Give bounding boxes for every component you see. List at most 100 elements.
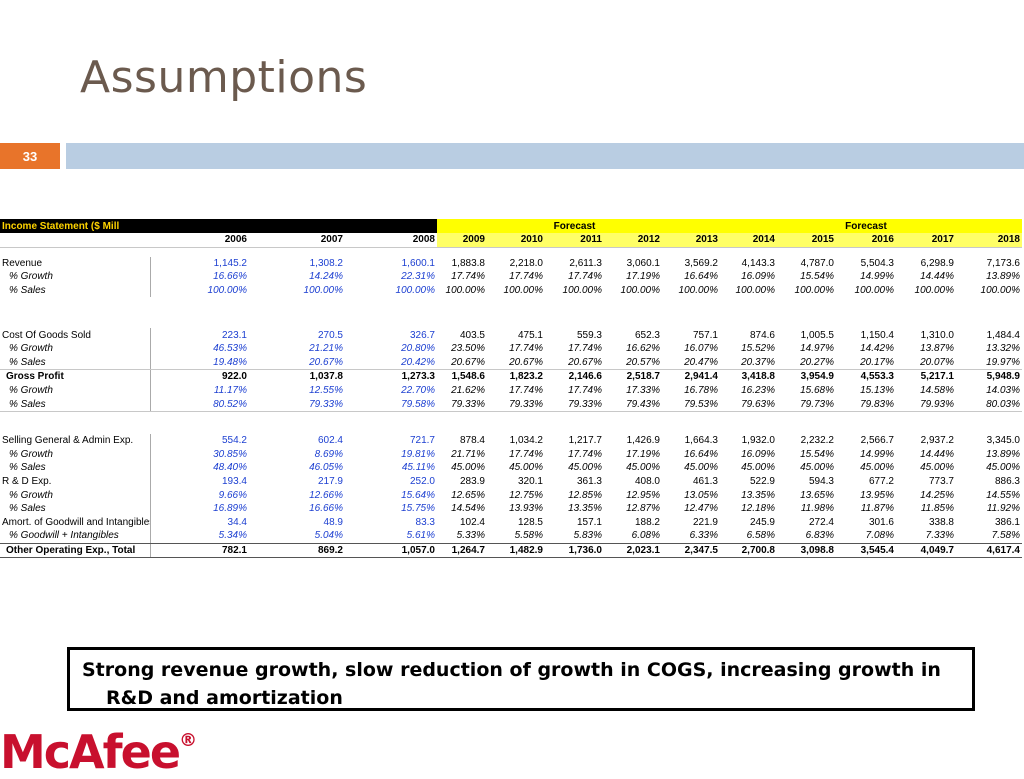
table-cell[interactable]: 1,308.2 [309,257,343,269]
table-cell[interactable]: 193.4 [221,476,247,488]
table-cell[interactable]: 16.09% [741,271,775,283]
table-cell[interactable]: 5.83% [545,529,604,544]
table-cell[interactable]: 14.55% [986,489,1020,501]
table-cell[interactable]: 20.42% [345,355,437,371]
table-cell[interactable]: 17.74% [568,343,602,355]
table-cell[interactable]: 14.44% [920,448,954,460]
table-cell[interactable]: 17.74% [509,343,543,355]
table-cell[interactable]: 16.66% [309,503,343,515]
table-cell[interactable]: 19.81% [401,448,435,460]
table-cell[interactable]: 1,883.8 [451,257,485,269]
table-cell[interactable]: 5.58% [487,529,545,544]
table-cell[interactable]: 4,049.7 [896,543,956,559]
table-cell[interactable]: 15.54% [800,448,834,460]
table-cell[interactable]: 12.65% [451,489,485,501]
table-cell[interactable]: 20.67% [249,355,345,371]
table-cell[interactable]: 79.83% [836,397,896,412]
table-cell[interactable]: 100.00% [735,285,775,297]
table-cell[interactable]: 1,217.7 [568,435,602,447]
table-cell[interactable]: 30.85% [213,448,247,460]
table-cell[interactable]: 20.67% [437,355,487,371]
table-cell[interactable]: 6,298.9 [920,257,954,269]
table-cell[interactable]: 15.75% [401,503,435,515]
table-cell[interactable]: 17.74% [509,271,543,283]
table-cell[interactable]: 79.58% [345,397,437,412]
table-cell[interactable]: 721.7 [409,435,435,447]
table-cell[interactable]: 14.25% [920,489,954,501]
table-cell[interactable]: 782.1 [150,543,249,559]
table-cell[interactable]: 270.5 [317,329,343,341]
table-cell[interactable]: 5.04% [249,529,345,544]
table-cell[interactable]: 1,037.8 [309,371,343,383]
table-cell[interactable]: 13.32% [986,343,1020,355]
table-cell[interactable]: 217.9 [317,476,343,488]
table-cell[interactable]: 34.4 [227,516,247,528]
table-cell[interactable]: 12.95% [626,489,660,501]
table-cell[interactable]: 100.00% [503,285,543,297]
table-cell[interactable]: 2,937.2 [920,435,954,447]
table-cell[interactable]: 602.4 [317,435,343,447]
table-cell[interactable]: 5,948.9 [986,371,1020,383]
table-cell[interactable]: 15.13% [860,385,894,397]
table-cell[interactable]: 128.5 [517,516,543,528]
table-cell[interactable]: 1,548.6 [451,371,485,383]
table-cell[interactable]: 11.92% [986,503,1020,515]
table-cell[interactable]: 17.33% [626,385,660,397]
table-cell[interactable]: 16.07% [684,343,718,355]
table-cell[interactable]: 301.6 [868,516,894,528]
table-cell[interactable]: 8.69% [314,448,343,460]
table-cell[interactable]: 14.24% [309,271,343,283]
table-cell[interactable]: 2,146.6 [568,371,602,383]
table-cell[interactable]: 16.64% [684,271,718,283]
table-cell[interactable]: 12.85% [568,489,602,501]
table-cell[interactable]: 15.54% [800,271,834,283]
table-cell[interactable]: 1,664.3 [684,435,718,447]
table-cell[interactable]: 48.9 [323,516,343,528]
table-cell[interactable]: 45.00% [509,462,543,474]
table-cell[interactable]: 4,553.3 [860,371,894,383]
table-cell[interactable]: 17.74% [568,448,602,460]
table-cell[interactable]: 2,611.3 [569,257,602,269]
table-cell[interactable]: 13.93% [509,503,543,515]
table-cell[interactable]: 79.73% [777,397,836,412]
table-cell[interactable]: 17.74% [509,385,543,397]
table-cell[interactable]: 13.95% [860,489,894,501]
table-cell[interactable]: 48.40% [213,462,247,474]
table-cell[interactable]: 5,217.1 [920,371,954,383]
table-cell[interactable]: 17.74% [451,271,485,283]
table-cell[interactable]: 338.8 [928,516,954,528]
table-cell[interactable]: 2,700.8 [720,543,777,559]
table-cell[interactable]: 5.33% [437,529,487,544]
table-cell[interactable]: 20.17% [836,355,896,371]
table-cell[interactable]: 554.2 [221,435,247,447]
table-cell[interactable]: 2,347.5 [662,543,720,559]
table-cell[interactable]: 14.97% [800,343,834,355]
table-cell[interactable]: 100.00% [980,285,1020,297]
table-cell[interactable]: 14.99% [860,271,894,283]
table-cell[interactable]: 2,023.1 [604,543,662,559]
table-cell[interactable]: 16.78% [684,385,718,397]
table-cell[interactable]: 320.1 [517,476,543,488]
table-cell[interactable]: 245.9 [749,516,775,528]
table-cell[interactable]: 11.17% [213,385,247,397]
table-cell[interactable]: 79.63% [720,397,777,412]
table-cell[interactable]: 3,060.1 [626,257,660,269]
table-cell[interactable]: 12.47% [684,503,718,515]
table-cell[interactable]: 20.37% [720,355,777,371]
table-cell[interactable]: 45.00% [800,462,834,474]
table-cell[interactable]: 19.97% [956,355,1022,371]
table-cell[interactable]: 16.66% [213,271,247,283]
table-cell[interactable]: 11.98% [800,503,834,515]
table-cell[interactable]: 21.62% [451,385,485,397]
table-cell[interactable]: 1,057.0 [345,543,437,559]
table-cell[interactable]: 2,518.7 [626,371,660,383]
table-cell[interactable]: 7,173.6 [986,257,1020,269]
table-cell[interactable]: 773.7 [928,476,954,488]
table-cell[interactable]: 17.19% [626,271,660,283]
table-cell[interactable]: 45.00% [626,462,660,474]
table-cell[interactable]: 21.71% [451,448,485,460]
table-cell[interactable]: 1,484.4 [986,329,1020,341]
table-cell[interactable]: 45.11% [401,462,435,474]
table-cell[interactable]: 100.00% [395,285,435,297]
table-cell[interactable]: 4,143.3 [741,257,775,269]
